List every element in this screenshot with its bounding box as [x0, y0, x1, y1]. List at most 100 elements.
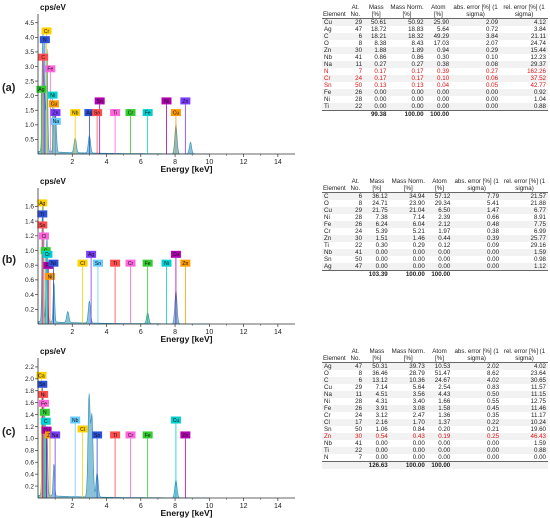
table-cell: 0.25	[452, 433, 502, 440]
table-cell: 22	[346, 103, 365, 111]
table-cell: 18.72	[370, 26, 387, 33]
element-label-box	[44, 272, 55, 280]
table-cell: O	[324, 370, 329, 377]
table-cell: 0.48	[452, 221, 502, 228]
table-cell: 0.30	[375, 242, 388, 249]
table-cell: 8	[358, 200, 363, 207]
element-label: Cl	[80, 261, 85, 267]
table-cell: 0.00	[451, 103, 501, 111]
table-cell: 4.02	[501, 362, 548, 370]
table-cell: 36.46	[372, 370, 388, 377]
y-tick-label: 0.6	[25, 277, 34, 284]
table-cell: 0.43	[389, 433, 427, 440]
table-cell: 5.39	[375, 228, 388, 235]
table-row: Zn 30 1.88 1.89 0.94 0.29 15.44	[322, 47, 548, 54]
table-cell: 5.21	[412, 228, 425, 235]
table-cell: Ti	[324, 242, 329, 249]
spectrum-area	[37, 393, 210, 499]
table-cell: 30	[346, 235, 365, 242]
element-label-box	[40, 247, 51, 255]
table-cell: 50	[355, 82, 363, 89]
element-label: N	[43, 38, 47, 44]
table-cell: O	[324, 40, 329, 47]
element-label-box	[92, 259, 103, 267]
element-label: Fe	[47, 67, 53, 73]
table-cell: Sn	[324, 426, 332, 433]
table-cell: Nb	[324, 54, 332, 61]
table-cell: 0.20	[438, 426, 451, 433]
table-row: Zn 30 0.54 0.43 0.19 0.25 46.43	[322, 433, 548, 440]
table-cell: 10.36	[389, 377, 427, 384]
sum-cell: 100.00	[426, 270, 453, 278]
x-tick-label: 12	[240, 503, 248, 510]
y-tick-label: 1.5	[25, 108, 34, 115]
table-cell: 25.77	[501, 235, 548, 242]
x-tick-label: 12	[240, 159, 248, 166]
element-label-box	[170, 416, 181, 424]
sum-cell	[452, 461, 502, 469]
element-label: N	[43, 410, 47, 416]
table-cell: Cr	[324, 228, 331, 235]
table-cell: 4.51	[364, 391, 390, 398]
table-cell: 2.16	[364, 419, 390, 426]
table-cell: 22	[355, 242, 363, 249]
table-cell: 11.15	[501, 391, 548, 398]
table-cell: 11.57	[530, 384, 546, 391]
x-axis-label: Energy [keV]	[161, 334, 213, 344]
column-header: Element	[322, 4, 347, 19]
element-label-box	[180, 259, 191, 267]
table-cell: Cr	[322, 75, 347, 82]
table-header-row: Element At. No. Mass [%] Mass Norm. [%] Atom…	[322, 178, 548, 193]
table-cell: 4.02	[452, 377, 502, 384]
element-label: Sn	[39, 223, 45, 229]
table-cell: 0.10	[425, 75, 452, 82]
table-cell: 0.27	[364, 61, 389, 68]
table-cell: Cl	[322, 419, 347, 426]
table-cell: 0.27	[388, 61, 426, 68]
table-cell: 0.00	[426, 263, 453, 271]
table-cell: 0.00	[452, 447, 502, 454]
element-label-box	[48, 100, 59, 108]
column-header: At. No.	[346, 4, 365, 19]
table-row: Zn 30 1.51 1.46 0.44 0.39 25.77	[322, 235, 548, 242]
element-label: Sn	[94, 433, 100, 439]
y-tick-label: 0.4	[25, 471, 34, 478]
table-cell: 0.00	[364, 103, 389, 111]
column-header: Mass [%]	[364, 348, 390, 363]
element-label: Sn	[95, 261, 101, 267]
table-cell: 2.12	[426, 221, 453, 228]
table-cell: 6.24	[364, 221, 390, 228]
table-row: Fe 26 3.91 3.08 1.58 0.45 11.46	[322, 405, 548, 412]
table-cell: Zn	[322, 433, 347, 440]
x-tick-label: 8	[173, 503, 177, 510]
element-label: C	[41, 55, 45, 61]
table-cell: 0.86	[411, 54, 424, 61]
table-row: Cu 29 21.75 21.04 6.50 1.47 6.77	[322, 207, 548, 214]
element-label: Zn	[182, 261, 188, 267]
y-tick-label: 1.0	[25, 248, 34, 255]
table-cell: 1.46	[389, 235, 427, 242]
table-cell: 1.04	[533, 96, 546, 103]
table-cell: 34.94	[389, 192, 427, 200]
column-header: At. No.	[346, 178, 365, 193]
table-cell: 0.00	[374, 96, 387, 103]
table-sum-row: 126.63 100.00 100.00	[322, 461, 548, 469]
table-cell: 1.37	[426, 419, 453, 426]
table-row: N 7 0.00 0.00 0.00 0.00 0.00	[322, 454, 548, 462]
table-row: C 6 13.12 10.36 24.67 4.02 30.65	[322, 377, 548, 384]
table-cell: Sn	[324, 82, 332, 89]
table-row: C 6 18.21 18.32 49.29 3.84 21.11	[322, 33, 548, 40]
element-label: Ti	[113, 433, 117, 439]
sum-cell	[346, 461, 365, 469]
table-cell: 0.13	[374, 82, 387, 89]
table-cell: 0.54	[364, 433, 390, 440]
table-row: Ag 47 0.00 0.00 0.00 0.00 1.12	[322, 263, 548, 271]
element-label: Cl	[80, 427, 85, 433]
element-label: Nb	[72, 418, 79, 424]
table-cell: 39.73	[389, 362, 427, 370]
table-cell: Ni	[324, 96, 330, 103]
y-tick-label: 2.2	[25, 364, 34, 371]
table-cell: 0.44	[426, 235, 453, 242]
element-label-box	[180, 431, 191, 439]
table-cell: 7.75	[501, 221, 548, 228]
